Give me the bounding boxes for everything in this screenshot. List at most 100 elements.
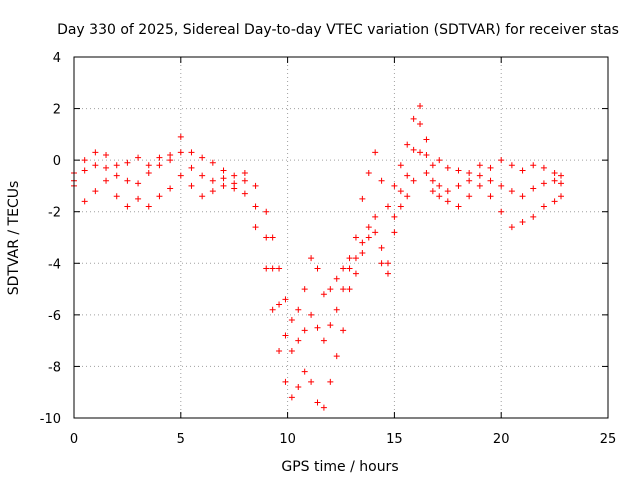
data-point: [295, 384, 302, 391]
x-tick-label: 15: [386, 432, 403, 447]
data-point: [519, 167, 526, 174]
data-point: [519, 193, 526, 200]
data-point: [540, 203, 547, 210]
data-point: [209, 177, 216, 184]
data-point: [81, 198, 88, 205]
data-point: [410, 177, 417, 184]
data-point: [558, 180, 565, 187]
data-point: [352, 270, 359, 277]
data-point: [308, 311, 315, 318]
data-point: [455, 182, 462, 189]
data-point: [487, 193, 494, 200]
data-point: [498, 208, 505, 215]
data-point: [384, 203, 391, 210]
y-tick-label: 0: [53, 154, 61, 169]
data-point: [417, 121, 424, 128]
data-point: [327, 378, 334, 385]
data-point: [231, 172, 238, 179]
data-point: [346, 255, 353, 262]
data-point: [558, 172, 565, 179]
x-tick-label: 5: [177, 432, 185, 447]
data-point: [391, 182, 398, 189]
y-tick-label: -10: [40, 412, 61, 427]
data-point: [269, 234, 276, 241]
data-point: [498, 182, 505, 189]
data-point: [359, 239, 366, 246]
data-point: [540, 180, 547, 187]
data-point: [436, 157, 443, 164]
data-point: [558, 193, 565, 200]
x-tick-label: 10: [279, 432, 296, 447]
data-point: [498, 157, 505, 164]
data-point: [359, 249, 366, 256]
data-point: [365, 234, 372, 241]
data-point: [466, 177, 473, 184]
data-point: [466, 193, 473, 200]
data-point: [476, 162, 483, 169]
data-point: [314, 399, 321, 406]
data-point: [263, 265, 270, 272]
data-point: [444, 164, 451, 171]
data-point: [252, 224, 259, 231]
data-point: [551, 198, 558, 205]
data-point: [103, 151, 110, 158]
data-point: [378, 260, 385, 267]
y-tick-label: -2: [48, 206, 61, 221]
data-point: [476, 182, 483, 189]
y-tick-label: -4: [48, 257, 61, 272]
data-point: [333, 275, 340, 282]
data-point: [530, 162, 537, 169]
data-point: [391, 213, 398, 220]
data-point: [288, 394, 295, 401]
data-point: [397, 203, 404, 210]
data-point: [209, 159, 216, 166]
data-point: [365, 224, 372, 231]
data-point: [508, 162, 515, 169]
data-point: [188, 149, 195, 156]
data-point: [301, 368, 308, 375]
data-point: [199, 172, 206, 179]
data-point: [301, 327, 308, 334]
data-point: [384, 270, 391, 277]
data-point: [429, 177, 436, 184]
data-point: [145, 203, 152, 210]
data-point: [113, 172, 120, 179]
data-point: [92, 188, 99, 195]
data-point: [372, 213, 379, 220]
data-point: [81, 157, 88, 164]
data-point: [231, 185, 238, 192]
data-point: [320, 337, 327, 344]
data-point: [167, 151, 174, 158]
data-point: [145, 162, 152, 169]
data-point: [487, 164, 494, 171]
data-point: [417, 102, 424, 109]
data-point: [365, 170, 372, 177]
data-point: [308, 378, 315, 385]
data-point: [308, 255, 315, 262]
data-point: [429, 162, 436, 169]
data-point: [530, 213, 537, 220]
data-point: [167, 185, 174, 192]
data-point: [320, 291, 327, 298]
series-3: [71, 149, 565, 411]
data-point: [113, 193, 120, 200]
data-point: [113, 162, 120, 169]
data-point: [314, 324, 321, 331]
data-point: [423, 170, 430, 177]
y-tick-label: -8: [48, 360, 61, 375]
data-point: [378, 244, 385, 251]
data-point: [397, 188, 404, 195]
data-point: [404, 141, 411, 148]
data-point: [551, 177, 558, 184]
data-point: [417, 149, 424, 156]
data-point: [231, 180, 238, 187]
data-point: [327, 286, 334, 293]
data-point: [220, 175, 227, 182]
data-point: [384, 260, 391, 267]
data-point: [295, 306, 302, 313]
data-point: [551, 170, 558, 177]
x-tick-label: 20: [493, 432, 510, 447]
data-point: [340, 286, 347, 293]
data-point: [391, 229, 398, 236]
